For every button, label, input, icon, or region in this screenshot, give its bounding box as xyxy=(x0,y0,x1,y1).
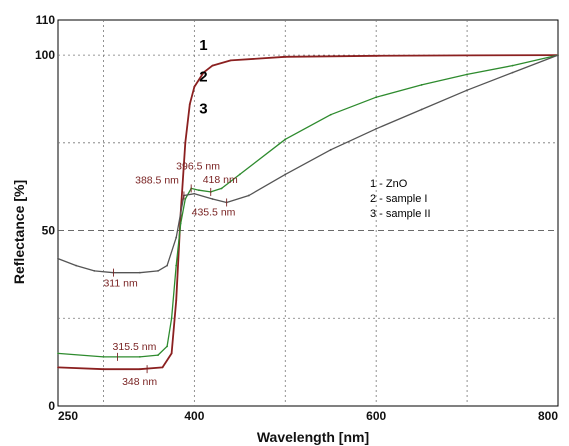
series-point-1 xyxy=(175,299,178,302)
annotation-label: 311 nm xyxy=(103,278,137,290)
series-point-1 xyxy=(188,103,191,106)
annotations: 311 nm 315.5 nm 348 nm 388.5 nm 396.5 nm 418 … xyxy=(103,160,238,388)
series-point-1 xyxy=(138,368,141,371)
series-point-3 xyxy=(193,192,196,195)
y-tick-label: 50 xyxy=(42,224,56,238)
series-point-2 xyxy=(157,354,159,357)
series-point-1 xyxy=(211,64,214,67)
series-point-1 xyxy=(466,54,468,57)
y-tick-label: 100 xyxy=(35,48,55,62)
series-point-1 xyxy=(375,54,378,57)
annotation-label: 388.5 nm xyxy=(135,174,179,186)
x-tick-label: 400 xyxy=(184,409,204,423)
series-layer: 1 2 3 xyxy=(57,37,559,371)
series-point-2 xyxy=(220,187,223,190)
series-point-1 xyxy=(102,368,105,371)
series-point-1 xyxy=(229,59,232,62)
series-point-1 xyxy=(161,366,164,369)
series-point-1 xyxy=(202,71,205,74)
series-number-label-1: 1 xyxy=(199,37,207,54)
legend-entry-3: 3 - sample II xyxy=(370,208,431,220)
series-point-1 xyxy=(170,352,173,355)
series-number-label-2: 2 xyxy=(199,69,207,86)
series-point-2 xyxy=(138,355,141,358)
annotation-label: 435.5 nm xyxy=(192,206,236,218)
legend-entry-1: 1 - ZnO xyxy=(370,178,408,190)
series-point-3 xyxy=(420,108,423,111)
gridlines xyxy=(58,20,558,406)
annotation-label: 315.5 nm xyxy=(113,341,157,353)
x-tick-label: 250 xyxy=(58,409,78,423)
series-point-2 xyxy=(175,264,178,267)
annotation-label: 418 nm xyxy=(203,174,238,186)
series-point-3 xyxy=(138,271,141,274)
series-point-3 xyxy=(211,198,214,200)
series-point-3 xyxy=(93,270,96,272)
y-axis-title: Reflectance [%] xyxy=(11,180,27,284)
series-point-2 xyxy=(375,96,378,99)
plot-area: 1 2 3 311 nm 315.5 nm 348 nm 388.5 nm 396.5 nm… xyxy=(57,19,559,407)
series-point-3 xyxy=(466,89,468,92)
series-line-1 xyxy=(57,54,559,371)
series-point-2 xyxy=(179,222,182,225)
y-tick-label: 110 xyxy=(36,13,56,27)
series-number-label-3: 3 xyxy=(199,100,207,117)
series-point-2 xyxy=(198,189,200,192)
series-line-3 xyxy=(57,54,559,274)
series-point-3 xyxy=(511,71,514,74)
series-point-3 xyxy=(166,264,168,267)
series-point-2 xyxy=(420,84,423,86)
series-point-2 xyxy=(238,173,241,176)
x-axis-title: Wavelength [nm] xyxy=(257,429,369,445)
series-point-3 xyxy=(375,127,378,130)
series-point-2 xyxy=(329,113,332,116)
series-point-3 xyxy=(75,264,78,267)
series-point-2 xyxy=(511,64,514,67)
series-point-1 xyxy=(284,55,287,58)
series-point-3 xyxy=(284,173,287,176)
x-tick-label: 800 xyxy=(538,409,558,423)
series-point-2 xyxy=(102,355,105,358)
series-point-1 xyxy=(184,141,187,144)
series-line-2 xyxy=(57,54,559,358)
series-point-3 xyxy=(329,148,332,151)
series-point-2 xyxy=(166,345,168,348)
annotation-label: 396.5 nm xyxy=(176,160,220,172)
series-point-3 xyxy=(157,270,159,272)
series-point-3 xyxy=(248,194,250,197)
series-point-2 xyxy=(57,352,59,355)
series-point-2 xyxy=(284,138,287,141)
series-point-3 xyxy=(57,257,59,260)
y-tick-label: 0 xyxy=(48,399,55,413)
series-point-2 xyxy=(170,317,173,320)
series-point-1 xyxy=(57,366,59,369)
legend-entry-2: 2 - sample I xyxy=(370,193,427,205)
series-point-2 xyxy=(466,73,468,76)
series-point-2 xyxy=(184,198,187,200)
plot-frame xyxy=(57,19,559,407)
x-tick-label: 600 xyxy=(366,409,386,423)
series-point-1 xyxy=(193,85,196,88)
legend: 1 - ZnO 2 - sample I 3 - sample II xyxy=(370,178,431,220)
series-point-3 xyxy=(557,54,559,56)
annotation-label: 348 nm xyxy=(122,376,157,388)
tick-labels: 250 400 600 800 0 50 100 110 xyxy=(35,13,558,423)
series-point-3 xyxy=(175,236,178,239)
